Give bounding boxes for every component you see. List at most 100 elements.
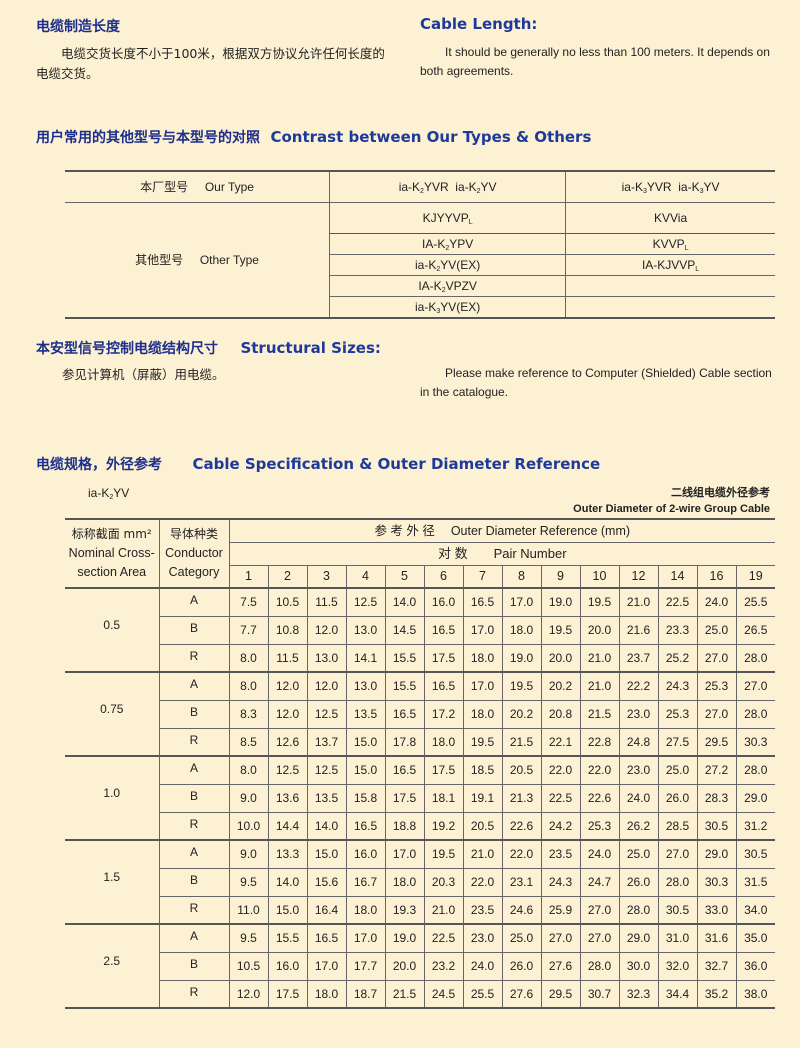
diameter-cell: 22.6 — [501, 811, 542, 841]
subscript: 3 — [642, 188, 647, 195]
diameter-cell: 9.5 — [228, 923, 269, 953]
diameter-cell: 25.0 — [501, 923, 542, 953]
diameter-cell: 15.0 — [267, 895, 308, 925]
diameter-cell: 18.5 — [462, 755, 503, 785]
area-value: 1.0 — [103, 786, 121, 800]
text-segment: ia-K — [398, 180, 421, 194]
diameter-cell: 16.5 — [462, 587, 503, 617]
diameter-cell: 17.0 — [306, 951, 347, 981]
diameter-cell: 17.2 — [423, 699, 464, 729]
conductor-category: B — [189, 704, 198, 719]
diameter-cell: 15.5 — [384, 643, 425, 673]
area-cell: 0.75 — [65, 671, 160, 757]
contrast-title-cn: 用户常用的其他型号与本型号的对照 — [36, 130, 260, 146]
cable-length-title-en: Cable Length: — [420, 15, 538, 33]
table-row: R 11.0 15.0 16.4 18.0 19.3 21.0 23.5 24.6 25.9 27.… — [65, 895, 775, 925]
area-value: 2.5 — [103, 954, 121, 968]
diameter-cell: 12.0 — [228, 979, 269, 1009]
pair-number-header: 12 — [618, 564, 659, 589]
text-segment: VPZV — [445, 279, 477, 293]
diameter-cell: 27.5 — [657, 727, 698, 757]
diameter-cell: 10.0 — [228, 811, 269, 841]
diameter-cell: 18.0 — [306, 979, 347, 1009]
spec-title-cn: 电缆规格，外径参考 — [36, 457, 162, 473]
conductor-category-cell: A — [158, 923, 230, 953]
diameter-cell: 11.0 — [228, 895, 269, 925]
diameter-cell: 30.7 — [579, 979, 620, 1009]
diameter-cell: 20.5 — [501, 755, 542, 785]
diameter-cell: 16.5 — [384, 755, 425, 785]
pair-number-header: 14 — [657, 564, 698, 589]
diameter-cell: 27.0 — [579, 923, 620, 953]
diameter-cell: 30.0 — [618, 951, 659, 981]
other-type-cell: KJYYVPL — [329, 202, 567, 234]
diameter-cell: 35.0 — [735, 923, 775, 953]
table-row: R 8.5 12.6 13.7 15.0 17.8 18.0 19.5 21.5 22.1 22.8… — [65, 727, 775, 757]
table-row: B 9.0 13.6 13.5 15.8 17.5 18.1 19.1 21.3 22.5 22.6… — [65, 783, 775, 813]
diameter-cell: 11.5 — [306, 587, 347, 617]
diameter-cell: 12.6 — [267, 727, 308, 757]
diameter-cell: 12.5 — [306, 699, 347, 729]
diameter-cell: 26.0 — [657, 783, 698, 813]
diameter-cell: 18.8 — [384, 811, 425, 841]
other-type-cell — [565, 275, 775, 297]
table-row: 0.75 A 8.0 12.0 12.0 13.0 15.5 16.5 17.0 19.5 20.2… — [65, 671, 775, 757]
header-row-pairs: 1 2 3 4 5 6 7 8 9 10 12 14 16 19 — [65, 564, 775, 589]
diameter-cell: 20.3 — [423, 867, 464, 897]
diameter-cell: 23.0 — [618, 755, 659, 785]
conductor-category: R — [189, 732, 199, 747]
diameter-cell: 9.0 — [228, 839, 269, 869]
diameter-cell: 8.3 — [228, 699, 269, 729]
diameter-cell: 27.0 — [579, 895, 620, 925]
diameter-cell: 22.2 — [618, 671, 659, 701]
diameter-cell: 21.0 — [462, 839, 503, 869]
diameter-cell: 32.0 — [657, 951, 698, 981]
diameter-cell: 16.5 — [423, 615, 464, 645]
diameter-cell: 33.0 — [696, 895, 737, 925]
diameter-cell: 17.5 — [267, 979, 308, 1009]
other-type-row: ia-K2YV(EX) IA-KJVVPL — [65, 254, 775, 276]
conductor-category-cell: R — [159, 727, 230, 757]
diameter-cell: 30.5 — [696, 811, 737, 841]
diameter-cell: 30.3 — [696, 867, 737, 897]
subscript: 3 — [436, 308, 441, 315]
text-segment: YVR ia-K — [423, 180, 477, 194]
diameter-cell: 24.8 — [618, 727, 659, 757]
text-segment: IA-KJVVP — [641, 258, 696, 272]
diameter-cell: 36.0 — [735, 951, 775, 981]
diameter-cell: 27.0 — [696, 699, 737, 729]
text-segment: YV — [480, 180, 497, 194]
diameter-cell: 28.0 — [657, 867, 698, 897]
diameter-cell: 12.5 — [267, 755, 308, 785]
other-type-row: IA-K2YPV KVVPL — [65, 233, 775, 255]
pair-number-header: 2 — [267, 564, 308, 589]
conductor-category-cell: B — [159, 615, 230, 645]
spec-model: ia-K2YV — [88, 486, 129, 501]
header-row-od: 标称截面 mm² Nominal Cross- section Area 导体种… — [65, 518, 775, 589]
other-type-cell: ia-K2YV(EX) — [329, 254, 567, 276]
pair-number-header: 10 — [579, 564, 620, 589]
table-row: 1.5 A 9.0 13.3 15.0 16.0 17.0 19.5 21.0 22.0 23.5 2… — [65, 839, 775, 925]
diameter-cell: 29.0 — [735, 783, 775, 813]
diameter-cell: 27.0 — [696, 643, 737, 673]
other-type-row: 其他型号 Other Type KJYYVPL KVVia — [65, 202, 775, 318]
conductor-category-cell: B — [159, 783, 230, 813]
diameter-cell: 21.0 — [423, 895, 464, 925]
diameter-cell: 15.0 — [306, 839, 347, 869]
diameter-cell: 17.7 — [345, 951, 386, 981]
diameter-cell: 28.0 — [735, 643, 775, 673]
diameter-cell: 28.0 — [579, 951, 620, 981]
conductor-category: A — [189, 761, 198, 775]
conductor-category: R — [189, 984, 199, 999]
diameter-cell: 22.5 — [657, 587, 698, 617]
text-segment: ia-K — [415, 300, 437, 314]
text-segment: YVR ia-K — [646, 180, 700, 194]
diameter-cell: 21.0 — [618, 587, 659, 617]
diameter-cell: 31.6 — [696, 923, 737, 953]
subscript: L — [695, 266, 700, 273]
conductor-category-cell: A — [158, 671, 230, 701]
other-type-cell: ia-K3YV(EX) — [329, 296, 567, 318]
diameter-cell: 24.3 — [657, 671, 698, 701]
text-segment: IA-K — [422, 237, 446, 251]
diameter-cell: 14.0 — [384, 587, 425, 617]
